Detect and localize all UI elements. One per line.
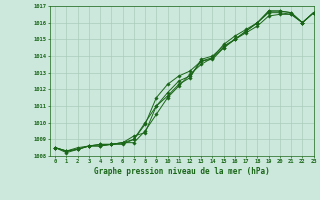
X-axis label: Graphe pression niveau de la mer (hPa): Graphe pression niveau de la mer (hPa) (94, 167, 269, 176)
